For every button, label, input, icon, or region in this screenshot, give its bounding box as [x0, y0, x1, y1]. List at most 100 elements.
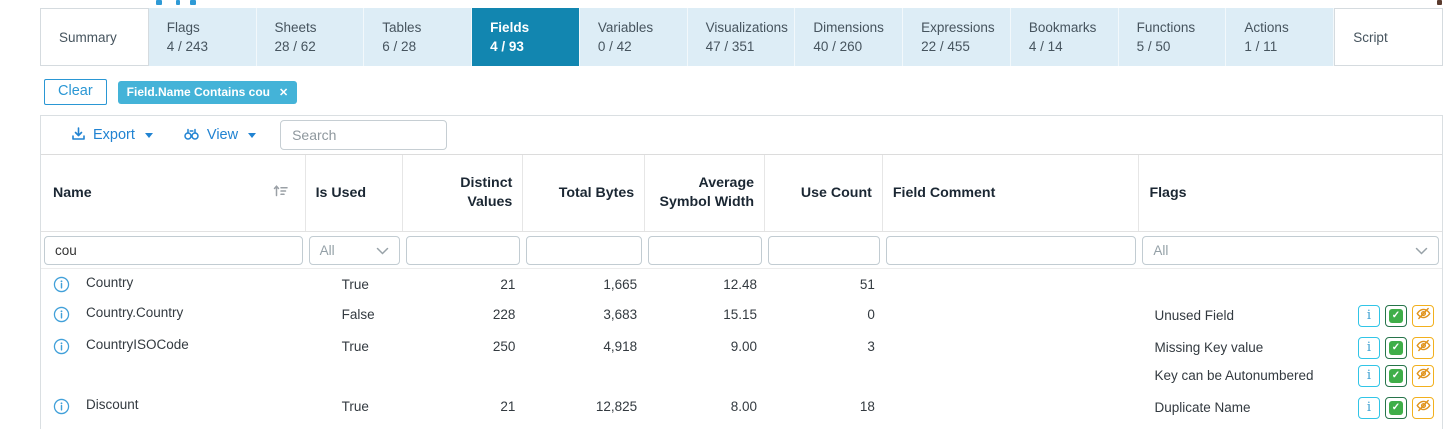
tab-label: Script	[1353, 29, 1388, 45]
cell-flags	[1139, 269, 1442, 299]
cell-field-comment	[883, 331, 1140, 391]
chevron-down-icon	[376, 243, 389, 258]
flag-hide-button[interactable]	[1412, 304, 1434, 327]
view-button-label: View	[206, 127, 239, 143]
flag-info-button[interactable]: i	[1358, 396, 1380, 419]
flags-filter-select[interactable]: All	[1142, 235, 1439, 265]
export-button[interactable]: Export	[71, 126, 153, 145]
tab-bookmarks[interactable]: Bookmarks 4 / 14	[1010, 8, 1119, 66]
flag-buttons: i ✓	[1358, 304, 1442, 327]
tab-count: 5 / 50	[1136, 39, 1171, 54]
flag-label: Duplicate Name	[1154, 399, 1251, 415]
tab-fields[interactable]: Fields 4 / 93	[472, 8, 580, 66]
cell-use-count: 3	[867, 339, 875, 354]
column-header-label: Name	[53, 184, 92, 201]
flag-confirm-button[interactable]: ✓	[1385, 364, 1407, 387]
flag-info-button[interactable]: i	[1358, 336, 1380, 359]
cell-field-comment	[883, 299, 1140, 331]
tab-tables[interactable]: Tables 6 / 28	[364, 8, 473, 66]
info-circle-icon[interactable]	[53, 275, 70, 297]
table-row: Country True 21 1,665 12.48 51	[41, 269, 1442, 299]
field-name: Country	[86, 275, 134, 290]
tab-label: Expressions	[921, 20, 995, 35]
column-header-total-bytes[interactable]: Total Bytes	[523, 155, 646, 231]
clear-filters-button[interactable]: Clear	[44, 79, 107, 105]
cutoff-mark	[176, 0, 180, 5]
filter-cell: All	[1139, 232, 1442, 268]
tab-variables[interactable]: Variables 0 / 42	[579, 8, 688, 66]
flag-buttons: i ✓	[1358, 396, 1442, 419]
info-circle-icon[interactable]	[53, 337, 70, 359]
is-used-filter-select[interactable]: All	[308, 235, 401, 265]
table-filter-row: All All	[41, 232, 1442, 268]
info-circle-icon[interactable]	[53, 397, 70, 419]
info-circle-icon[interactable]	[53, 305, 70, 327]
checkbox-checked-icon: ✓	[1389, 368, 1403, 383]
flag-confirm-button[interactable]: ✓	[1385, 396, 1407, 419]
tab-dimensions[interactable]: Dimensions 40 / 260	[795, 8, 904, 66]
tab-script[interactable]: Script	[1334, 8, 1443, 66]
field-name: CountryISOCode	[86, 337, 189, 352]
tab-expressions[interactable]: Expressions 22 / 455	[903, 8, 1011, 66]
close-icon[interactable]: ✕	[279, 86, 289, 99]
flag-label: Missing Key value	[1154, 339, 1264, 355]
select-value: All	[319, 242, 335, 258]
cell-flags: Duplicate Name i ✓	[1139, 391, 1442, 429]
table-header-row: Name Is Used Distinct Values Total Bytes Ave…	[41, 155, 1442, 232]
tab-label: Actions	[1244, 20, 1289, 35]
tab-count: 4 / 14	[1028, 39, 1063, 54]
filter-cell	[403, 232, 523, 268]
column-header-avg-symbol-width[interactable]: Average Symbol Width	[645, 155, 765, 231]
tab-summary[interactable]: Summary	[40, 8, 149, 66]
column-header-is-used[interactable]: Is Used	[306, 155, 404, 231]
average-symbol-width-filter-input[interactable]	[648, 235, 762, 265]
filter-cell	[765, 232, 883, 268]
search-input[interactable]	[280, 120, 448, 150]
table-row: Discount True 21 12,825 8.00 18 Duplicate Name…	[41, 391, 1442, 429]
cell-is-used: True	[341, 277, 369, 292]
flag-confirm-button[interactable]: ✓	[1385, 304, 1407, 327]
flag-info-button[interactable]: i	[1358, 304, 1380, 327]
tab-label: Flags	[166, 20, 200, 35]
total-bytes-filter-input[interactable]	[526, 235, 643, 265]
flag-line: Unused Field i ✓	[1139, 302, 1442, 329]
flag-confirm-button[interactable]: ✓	[1385, 336, 1407, 359]
table-row: CountryISOCode True 250 4,918 9.00 3 Missing K…	[41, 331, 1442, 391]
column-header-name[interactable]: Name	[41, 155, 306, 231]
sort-ascending-icon[interactable]	[272, 183, 289, 204]
column-header-field-comment[interactable]: Field Comment	[883, 155, 1140, 231]
filter-chip[interactable]: Field.Name Contains cou ✕	[117, 80, 298, 104]
flag-hide-button[interactable]	[1412, 396, 1434, 419]
checkbox-checked-icon: ✓	[1389, 340, 1403, 355]
tab-count: 6 / 28	[382, 39, 417, 54]
tab-actions[interactable]: Actions 1 / 11	[1226, 8, 1335, 66]
tab-bar: Summary Flags 4 / 243 Sheets 28 / 62 Tables 6 …	[40, 8, 1443, 66]
tab-visualizations[interactable]: Visualizations 47 / 351	[687, 8, 796, 66]
flag-hide-button[interactable]	[1412, 364, 1434, 387]
cutoff-mark	[190, 0, 196, 5]
column-header-flags[interactable]: Flags	[1139, 155, 1442, 231]
field-comment-filter-input[interactable]	[885, 235, 1137, 265]
use-count-filter-input[interactable]	[767, 235, 880, 265]
export-button-label: Export	[93, 127, 135, 143]
distinct-values-filter-input[interactable]	[406, 235, 521, 265]
cell-total-bytes: 4,918	[603, 339, 638, 354]
tab-flags[interactable]: Flags 4 / 243	[148, 8, 257, 66]
tab-sheets[interactable]: Sheets 28 / 62	[256, 8, 365, 66]
tab-label: Functions	[1136, 20, 1196, 35]
cell-distinct-values: 21	[500, 277, 516, 292]
fields-panel: Export View Name Is Used Distinct Values To…	[40, 115, 1443, 429]
flag-info-button[interactable]: i	[1358, 364, 1380, 387]
cell-distinct-values: 250	[492, 339, 516, 354]
column-header-distinct-values[interactable]: Distinct Values	[403, 155, 524, 231]
column-header-use-count[interactable]: Use Count	[765, 155, 883, 231]
checkbox-checked-icon: ✓	[1389, 400, 1403, 415]
tab-count: 4 / 93	[490, 39, 524, 54]
column-header-label: Total Bytes	[558, 184, 635, 201]
view-button[interactable]: View	[183, 126, 257, 145]
flag-hide-button[interactable]	[1412, 336, 1434, 359]
cutoff-mark	[1437, 0, 1442, 5]
name-filter-input[interactable]	[44, 235, 303, 265]
cell-total-bytes: 1,665	[603, 277, 638, 292]
tab-functions[interactable]: Functions 5 / 50	[1118, 8, 1227, 66]
